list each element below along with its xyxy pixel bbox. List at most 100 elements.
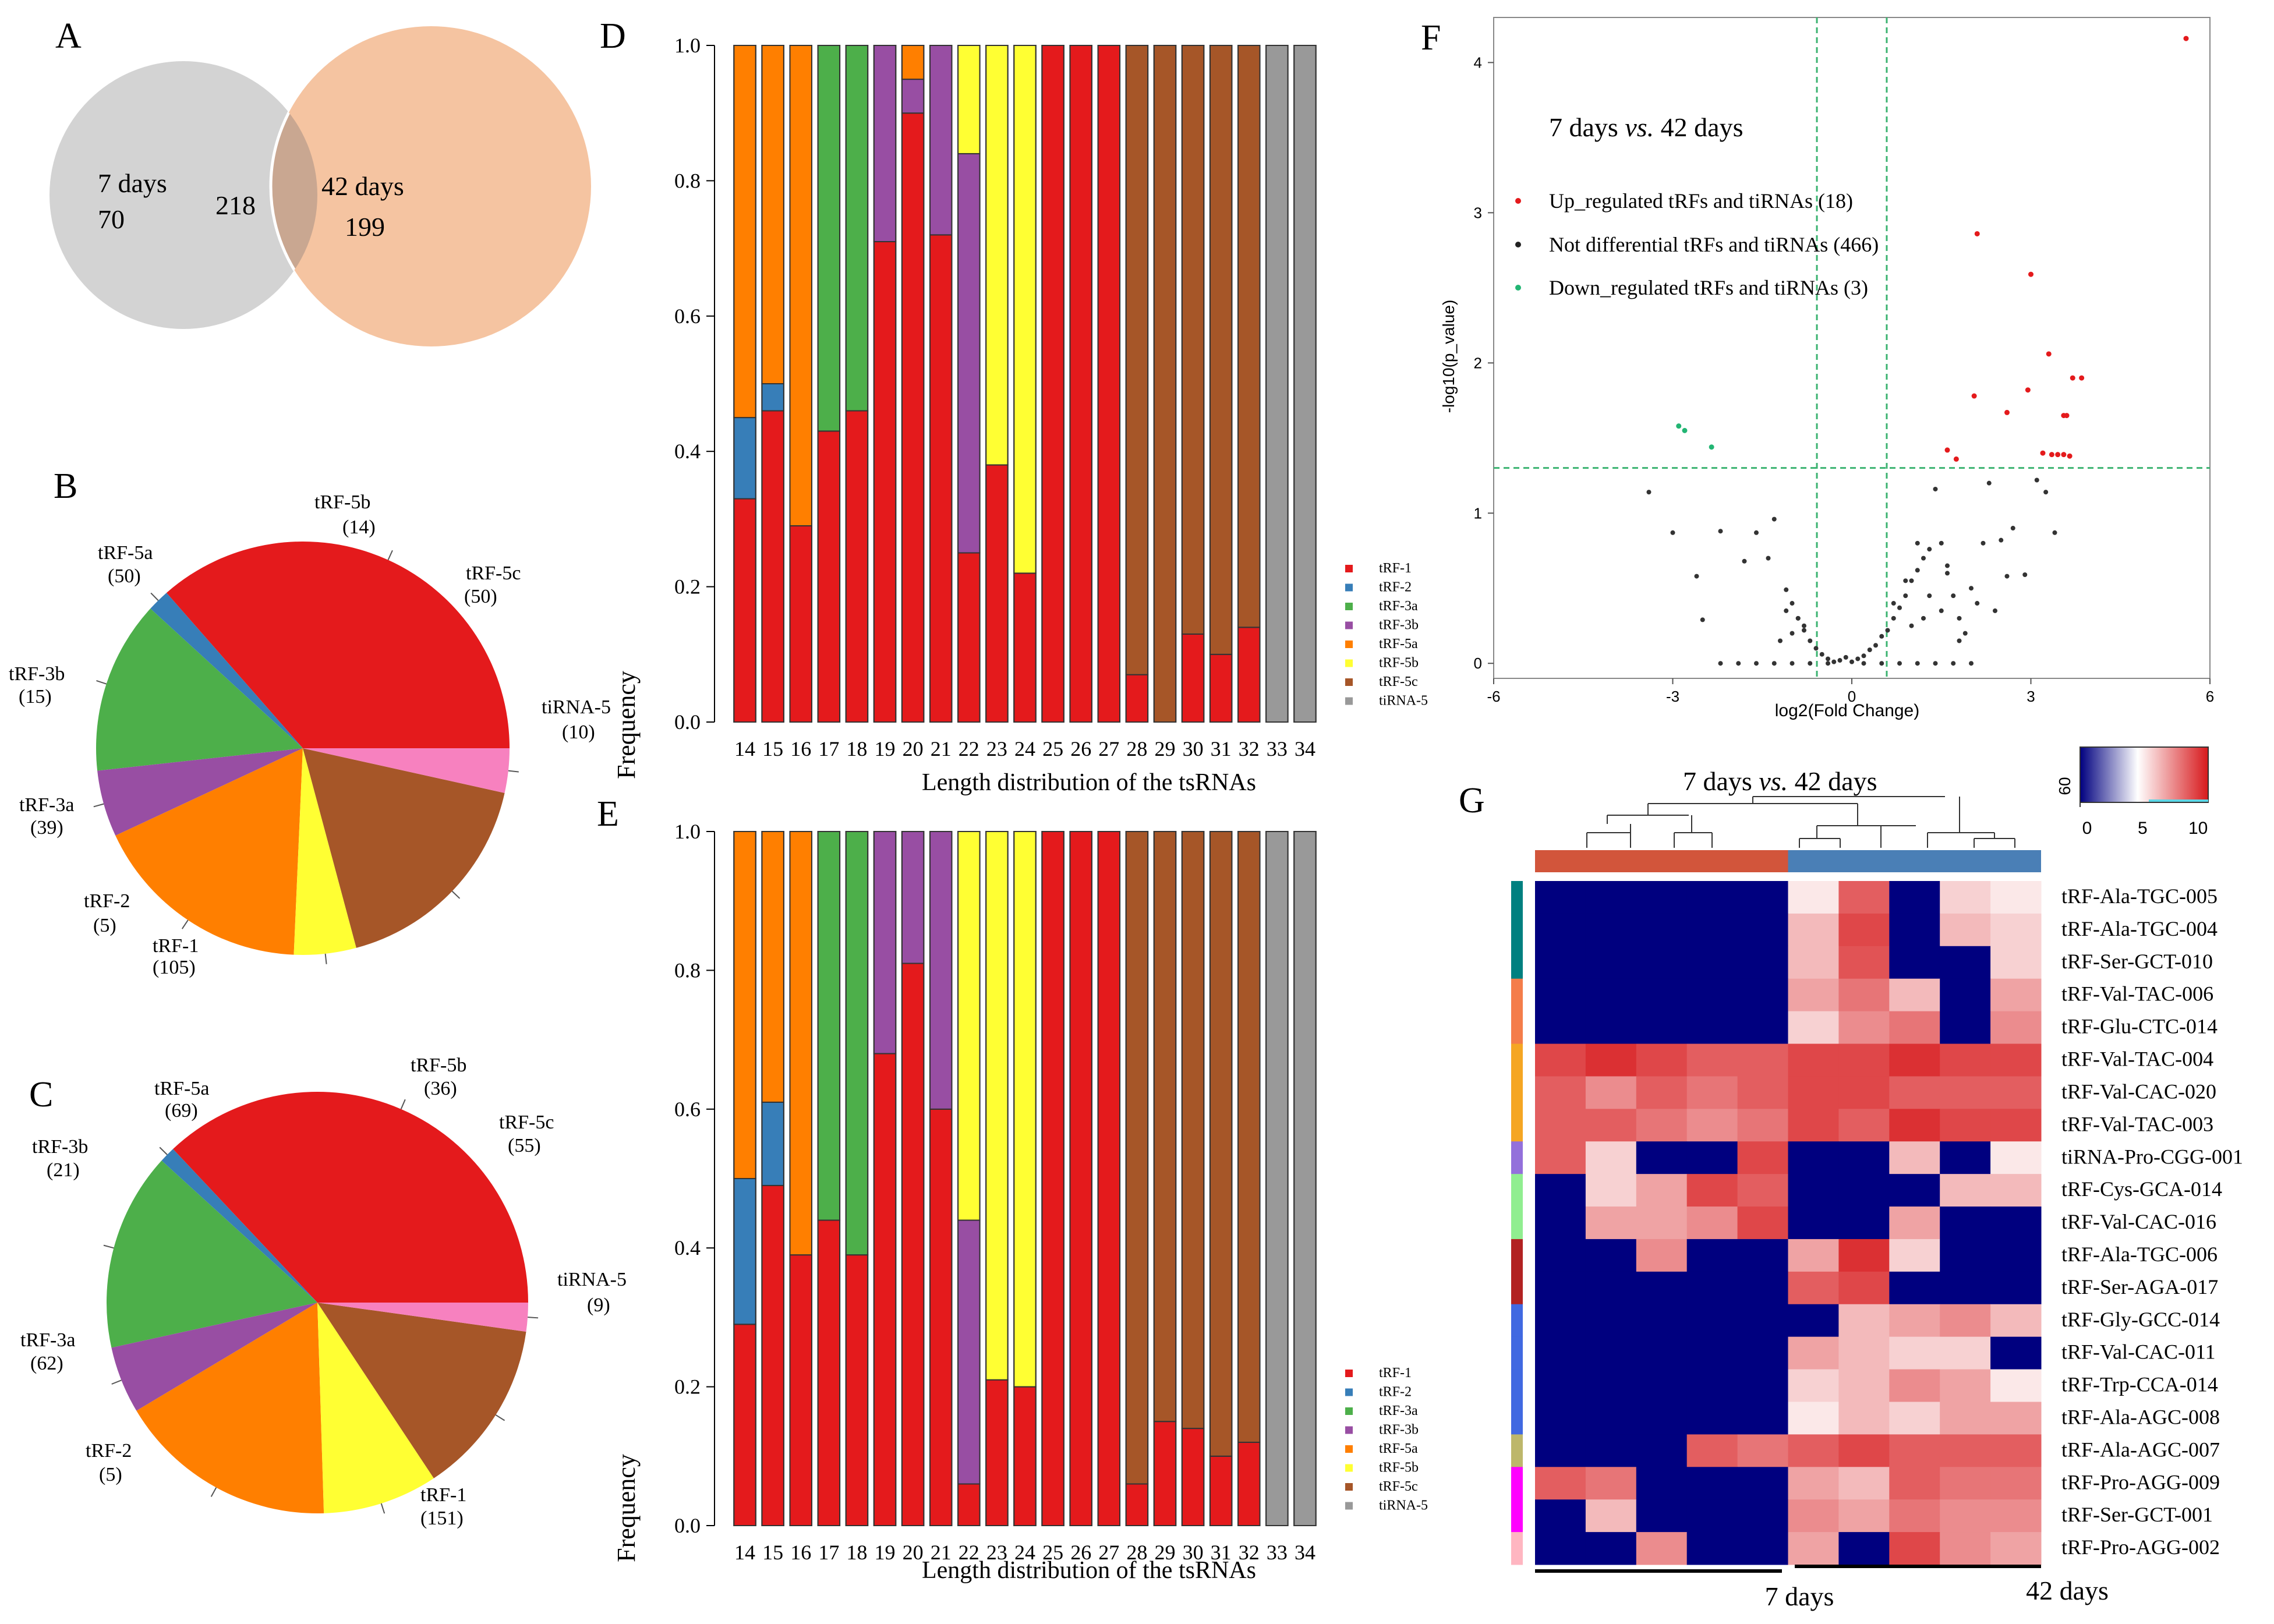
heatmap-row-label-trf-ala-tgc-006: tRF-Ala-TGC-006: [2061, 1243, 2218, 1266]
heatmap-cell-1-1: [1585, 913, 1637, 947]
heatmap-cell-13-2: [1636, 1304, 1688, 1338]
bar-e-bar-outline-29: [1153, 831, 1177, 1526]
volcano-point-ns-53: [1790, 661, 1795, 666]
volcano-point-ns-3: [1700, 617, 1705, 622]
panel-f: F -6 -3 0 3 6 0 1 2 3 4 7 days vs. 42 days log2(F…: [1421, 17, 2214, 720]
bar-d-bar-28-trf-5c: [1125, 45, 1149, 675]
pie-c-slice-trf-3a: [107, 1160, 317, 1348]
panel-letter-g: G: [1459, 781, 1485, 820]
volcano-point-ns-62: [1969, 661, 1974, 666]
heatmap-cell-15-3: [1686, 1369, 1738, 1402]
heatmap-cell-15-5: [1788, 1369, 1839, 1402]
volcano-point-ns-8: [1771, 516, 1777, 522]
volcano-point-ns-66: [1784, 608, 1789, 613]
heatmap-cell-14-8: [1940, 1336, 1991, 1370]
heatmap-cell-18-3: [1686, 1467, 1738, 1500]
bar-e-bar-33-tirna-5: [1265, 831, 1289, 1526]
heatmap-row-group-14: [1511, 1336, 1523, 1370]
pie-c-tick-trf-1: [400, 1099, 406, 1110]
heatmap-cell-18-6: [1838, 1467, 1890, 1500]
heatmap-cell-2-3: [1686, 946, 1738, 979]
bar-d-xtick-label-14: 14: [734, 737, 755, 760]
heatmap-cell-3-3: [1686, 978, 1738, 1012]
bar-d-legend-label-trf-3b: tRF-3b: [1379, 618, 1419, 633]
bar-d-ylabel: Frequency: [612, 671, 641, 779]
heatmap-row-group-15: [1511, 1369, 1523, 1402]
volcano-point-ns-15: [1819, 652, 1824, 657]
bar-e-bar-outline-27: [1097, 831, 1121, 1526]
volcano-point-ns-75: [1903, 578, 1908, 583]
heatmap-cell-6-0: [1535, 1076, 1586, 1109]
heatmap-cell-7-3: [1686, 1109, 1738, 1142]
legend-label-up: Up_regulated tRFs and tiRNAs (18): [1549, 189, 1853, 213]
pie-b-slice-trf-3b: [97, 748, 303, 836]
heatmap-cell-1-8: [1940, 913, 1991, 947]
heatmap-cell-19-5: [1788, 1499, 1839, 1533]
volcano-point-ns-38: [1957, 615, 1962, 621]
heatmap-cell-16-5: [1788, 1402, 1839, 1435]
bar-e-xtick-label-34: 34: [1295, 1541, 1315, 1564]
bar-e-bar-outline-21: [929, 831, 953, 1526]
volcano-ytick-label-2: 2: [1474, 354, 1482, 371]
heatmap-cell-10-7: [1889, 1206, 1940, 1240]
bar-d-ytick-label-0-6: 0.6: [674, 305, 701, 328]
heatmap-cell-5-6: [1838, 1043, 1890, 1077]
heatmap-row-label-trf-val-cac-016: tRF-Val-CAC-016: [2061, 1210, 2216, 1233]
heatmap-row-label-trf-gly-gcc-014: tRF-Gly-GCC-014: [2061, 1308, 2220, 1331]
volcano-point-ns-9: [1784, 587, 1789, 592]
bar-e-bar-17-trf-1: [817, 1219, 841, 1526]
heatmap-cell-18-1: [1585, 1467, 1637, 1500]
panel-letter-e: E: [597, 794, 619, 834]
heatmap-cell-12-5: [1788, 1271, 1839, 1305]
pie-c-count-trf-2: (5): [99, 1464, 122, 1485]
heatmap-cell-9-6: [1838, 1174, 1890, 1207]
heatmap-cell-18-7: [1889, 1467, 1940, 1500]
heatmap-row-label-trf-val-cac-020: tRF-Val-CAC-020: [2061, 1080, 2216, 1103]
pie-b-slice-trf-5b: [293, 748, 356, 955]
volcano-ytick-label-3: 3: [1474, 204, 1482, 221]
bar-e-bar-29-trf-5c: [1153, 831, 1177, 1423]
heatmap-row-label-tirna-pro-cgg-001: tiRNA-Pro-CGG-001: [2061, 1145, 2243, 1168]
heatmap-cell-5-7: [1889, 1043, 1940, 1077]
bar-d-xlabel: Length distribution of the tsRNAs: [922, 769, 1256, 796]
pie-c-tick-trf-2: [159, 1147, 168, 1155]
heatmap-row-group-13: [1511, 1304, 1523, 1338]
heatmap-cell-14-3: [1686, 1336, 1738, 1370]
bar-e-legend-swatch-trf-2: [1345, 1388, 1353, 1396]
heatmap-row-label-trf-pro-agg-009: tRF-Pro-AGG-009: [2061, 1470, 2220, 1494]
heatmap-cell-6-3: [1686, 1076, 1738, 1109]
legend-marker-ns: [1515, 242, 1521, 247]
bar-d-bar-outline-32: [1237, 45, 1261, 723]
heatmap-cell-8-5: [1788, 1141, 1839, 1174]
heatmap-cell-13-9: [1990, 1304, 2042, 1338]
volcano-point-up-2: [2028, 271, 2033, 277]
pie-b-slice-trf-5c: [303, 748, 505, 948]
heatmap-cell-19-0: [1535, 1499, 1586, 1533]
bar-d-xtick-label-29: 29: [1154, 737, 1175, 760]
heatmap-cell-18-8: [1940, 1467, 1991, 1500]
bar-d-bar-outline-15: [761, 45, 784, 723]
heatmap-cell-13-0: [1535, 1304, 1586, 1338]
bar-d-bar-23-trf-5b: [985, 45, 1009, 466]
heatmap-row-group-17: [1511, 1434, 1523, 1467]
volcano-point-up-9: [2064, 413, 2070, 419]
heatmap-cell-6-2: [1636, 1076, 1688, 1109]
volcano-point-ns-73: [1993, 608, 1997, 613]
volcano-point-ns-65: [1802, 623, 1806, 628]
volcano-point-ns-58: [1897, 661, 1902, 666]
bar-d-bar-outline-20: [901, 45, 925, 723]
heatmap-cell-15-9: [1990, 1369, 2042, 1402]
heatmap-cell-8-6: [1838, 1141, 1890, 1174]
heatmap-row-label-trf-val-tac-004: tRF-Val-TAC-004: [2061, 1048, 2213, 1071]
pie-c-label-trf-3a: tRF-3a: [20, 1329, 75, 1351]
bar-d-bar-outline-16: [789, 45, 812, 723]
bar-d-xtick-label-25: 25: [1042, 737, 1063, 760]
heatmap-cell-3-4: [1737, 978, 1788, 1012]
volcano-point-ns-32: [1921, 556, 1926, 561]
heatmap-cell-13-3: [1686, 1304, 1738, 1338]
volcano-point-ns-51: [1754, 661, 1759, 666]
bar-d-bar-15-trf-1: [761, 410, 784, 723]
pie-c-count-trf-3a: (62): [30, 1353, 63, 1374]
volcano-point-ns-50: [1736, 661, 1741, 666]
